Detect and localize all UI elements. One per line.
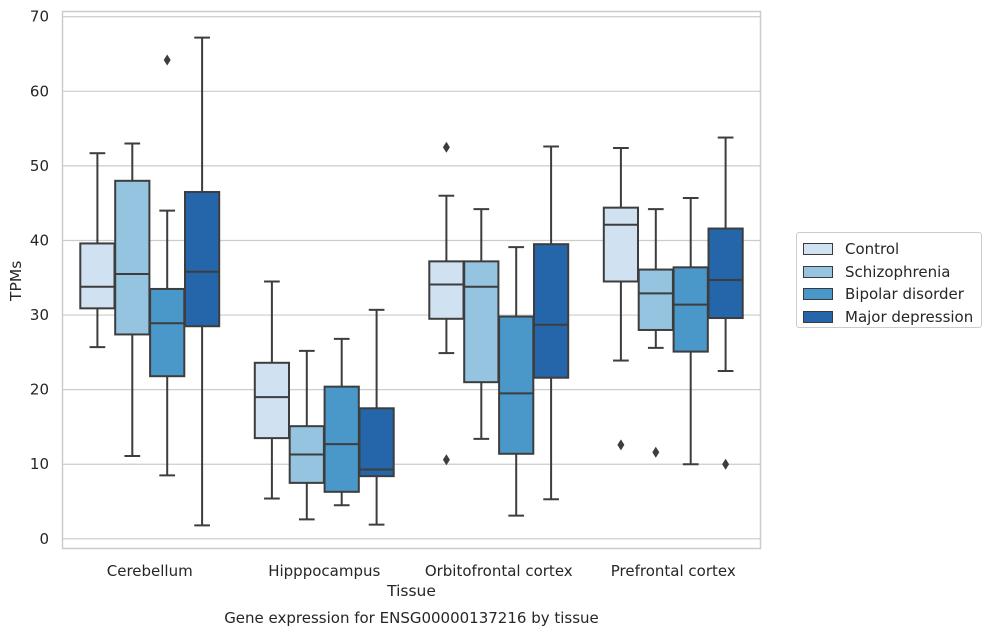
box-body: [323, 385, 360, 493]
box-body: [602, 206, 640, 283]
y-tick-label-50: 50: [30, 157, 49, 175]
legend-item-major-depression: Major depression: [803, 306, 981, 329]
box-prefrontal-cortex-schizophrenia: [637, 208, 674, 458]
y-tick-label-40: 40: [30, 231, 49, 249]
outlier-point: [652, 446, 660, 458]
legend: Control Schizophrenia Bipolar disorder M…: [796, 232, 982, 328]
box-body: [707, 227, 744, 320]
box-orbitofrontal-cortex-schizophrenia: [463, 208, 500, 440]
outlier-point: [163, 54, 171, 66]
box-prefrontal-cortex-control: [602, 146, 640, 451]
legend-swatch-major-depression: [803, 310, 833, 323]
chart-caption: Gene expression for ENSG00000137216 by t…: [224, 609, 599, 627]
box-body: [114, 179, 151, 336]
y-tick-label-30: 30: [30, 306, 49, 324]
x-tick-label-cerebellum: Cerebellum: [107, 562, 193, 580]
y-axis-label: TPMs: [7, 260, 25, 301]
legend-label-control: Control: [845, 240, 900, 259]
box-hipppocampus-bipolar-disorder: [323, 337, 360, 507]
x-tick-label-hipppocampus: Hipppocampus: [268, 562, 380, 580]
outlier-point: [442, 454, 450, 466]
box-body: [672, 266, 709, 353]
box-cerebellum-schizophrenia: [114, 142, 151, 458]
box-body: [253, 361, 291, 440]
legend-item-control: Control: [803, 238, 981, 261]
box-body: [532, 243, 570, 379]
box-body: [428, 260, 465, 320]
box-body: [358, 407, 395, 478]
box-body: [183, 190, 221, 328]
box-hipppocampus-schizophrenia: [288, 349, 325, 521]
y-tick-label-10: 10: [30, 455, 49, 473]
outlier-point: [617, 439, 625, 451]
box-cerebellum-control: [79, 152, 116, 349]
box-cerebellum-major-depression: [183, 36, 221, 527]
legend-label-schizophrenia: Schizophrenia: [845, 262, 951, 281]
box-prefrontal-cortex-bipolar-disorder: [672, 196, 709, 466]
box-orbitofrontal-cortex-control: [428, 141, 465, 466]
y-tick-label-20: 20: [30, 381, 49, 399]
boxes: [79, 36, 744, 527]
x-axis-label: Tissue: [387, 582, 436, 600]
box-body: [498, 315, 535, 455]
box-orbitofrontal-cortex-bipolar-disorder: [498, 246, 535, 517]
x-tick-label-prefrontal-cortex: Prefrontal cortex: [611, 562, 736, 580]
box-body: [637, 268, 674, 331]
box-body: [463, 260, 500, 384]
legend-label-major-depression: Major depression: [845, 307, 974, 326]
box-hipppocampus-control: [253, 280, 291, 500]
y-tick-label-70: 70: [30, 8, 49, 26]
box-hipppocampus-major-depression: [358, 308, 395, 526]
box-orbitofrontal-cortex-major-depression: [532, 145, 570, 501]
box-prefrontal-cortex-major-depression: [707, 136, 744, 470]
legend-swatch-control: [803, 243, 833, 256]
box-body: [149, 287, 186, 378]
legend-swatch-schizophrenia: [803, 265, 833, 278]
y-tick-label-60: 60: [30, 82, 49, 100]
plot-frame: [61, 10, 762, 550]
legend-swatch-bipolar-disorder: [803, 288, 833, 301]
legend-label-bipolar-disorder: Bipolar disorder: [845, 285, 964, 304]
y-tick-labels: 0 10 20 30 40 50 60 70: [30, 8, 49, 548]
y-tick-label-0: 0: [39, 530, 49, 548]
outlier-point: [722, 458, 730, 470]
legend-item-schizophrenia: Schizophrenia: [803, 261, 981, 284]
x-tick-label-orbitofrontal-cortex: Orbitofrontal cortex: [425, 562, 573, 580]
box-cerebellum-bipolar-disorder: [149, 54, 186, 477]
box-body: [79, 242, 116, 310]
legend-item-bipolar-disorder: Bipolar disorder: [803, 283, 981, 306]
x-tick-labels: Cerebellum Hipppocampus Orbitofrontal cort…: [107, 562, 736, 580]
outlier-point: [442, 141, 450, 153]
